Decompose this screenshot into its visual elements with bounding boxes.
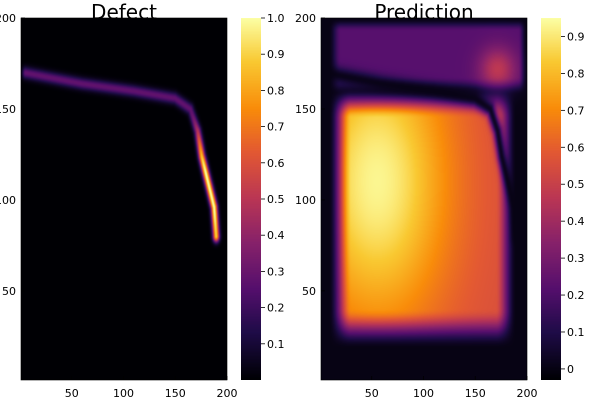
defect-colorbar-area bbox=[241, 18, 261, 380]
prediction-panel: 50 100 150 200 50 100 150 200 Prediction 0 0.1 0.… bbox=[295, 0, 585, 400]
prediction-colorbar-tick-label: 0.5 bbox=[567, 178, 585, 191]
prediction-colorbar-tick-label: 0.7 bbox=[567, 104, 585, 117]
defect-colorbar-tick-label: 0.6 bbox=[267, 157, 285, 170]
prediction-colorbar-tick-label: 0.8 bbox=[567, 67, 585, 80]
defect-ytick-label: 100 bbox=[0, 194, 16, 207]
prediction-xtick-label: 200 bbox=[517, 387, 538, 400]
prediction-colorbar-tick-label: 0.3 bbox=[567, 252, 585, 265]
defect-colorbar bbox=[241, 18, 261, 380]
defect-xtick-label: 150 bbox=[165, 387, 186, 400]
prediction-colorbar-area bbox=[541, 18, 561, 380]
prediction-ytick-label: 50 bbox=[302, 285, 316, 298]
prediction-colorbar-tick-label: 0.4 bbox=[567, 215, 585, 228]
prediction-axes: 50 100 150 200 50 100 150 200 bbox=[295, 12, 538, 400]
defect-colorbar-tick-label: 0.7 bbox=[267, 121, 285, 134]
prediction-plot-frame bbox=[320, 17, 528, 381]
defect-heatmap-area bbox=[21, 18, 227, 380]
defect-colorbar-tick-label: 0.8 bbox=[267, 84, 285, 97]
defect-colorbar-tick-label: 0.3 bbox=[267, 265, 285, 278]
defect-heatmap bbox=[21, 18, 227, 380]
prediction-xtick-label: 150 bbox=[465, 387, 486, 400]
prediction-ytick-label: 150 bbox=[295, 103, 316, 116]
prediction-ytick-label: 200 bbox=[295, 12, 316, 25]
prediction-colorbar-tick-label: 0.2 bbox=[567, 289, 585, 302]
prediction-xtick-label: 50 bbox=[365, 387, 379, 400]
prediction-colorbar-tick-label: 0.1 bbox=[567, 326, 585, 339]
defect-colorbar-tick-label: 0.2 bbox=[267, 302, 285, 315]
defect-title: Defect bbox=[91, 0, 157, 24]
prediction-title: Prediction bbox=[374, 0, 473, 24]
prediction-colorbar-tick-label: 0.9 bbox=[567, 30, 585, 43]
prediction-colorbar-tick-label: 0.6 bbox=[567, 141, 585, 154]
prediction-heatmap bbox=[321, 18, 527, 380]
defect-xtick-label: 200 bbox=[217, 387, 238, 400]
defect-xtick-label: 100 bbox=[113, 387, 134, 400]
defect-axes: 50 100 150 200 50 100 150 200 bbox=[0, 12, 238, 400]
defect-colorbar-tick-label: 0.9 bbox=[267, 48, 285, 61]
defect-colorbar-tick-label: 0.5 bbox=[267, 193, 285, 206]
prediction-colorbar-ticks: 0 0.1 0.2 0.3 0.4 0.5 0.6 0.7 0.8 0.9 bbox=[561, 30, 585, 376]
defect-colorbar-ticks: 0.1 0.2 0.3 0.4 0.5 0.6 0.7 0.8 0.9 1.0 bbox=[261, 12, 285, 351]
defect-plot-frame bbox=[20, 17, 228, 381]
defect-colorbar-tick-label: 0.1 bbox=[267, 338, 285, 351]
defect-colorbar-tick-label: 0.4 bbox=[267, 229, 285, 242]
prediction-colorbar-tick-label: 0 bbox=[567, 363, 574, 376]
prediction-xtick-label: 100 bbox=[413, 387, 434, 400]
prediction-ytick-label: 100 bbox=[295, 194, 316, 207]
defect-xtick-label: 50 bbox=[65, 387, 79, 400]
defect-ytick-label: 50 bbox=[2, 285, 16, 298]
defect-ytick-label: 200 bbox=[0, 12, 16, 25]
prediction-heatmap-area bbox=[321, 18, 527, 380]
defect-colorbar-tick-label: 1.0 bbox=[267, 12, 285, 25]
defect-ytick-label: 150 bbox=[0, 103, 16, 116]
prediction-colorbar bbox=[541, 18, 561, 380]
